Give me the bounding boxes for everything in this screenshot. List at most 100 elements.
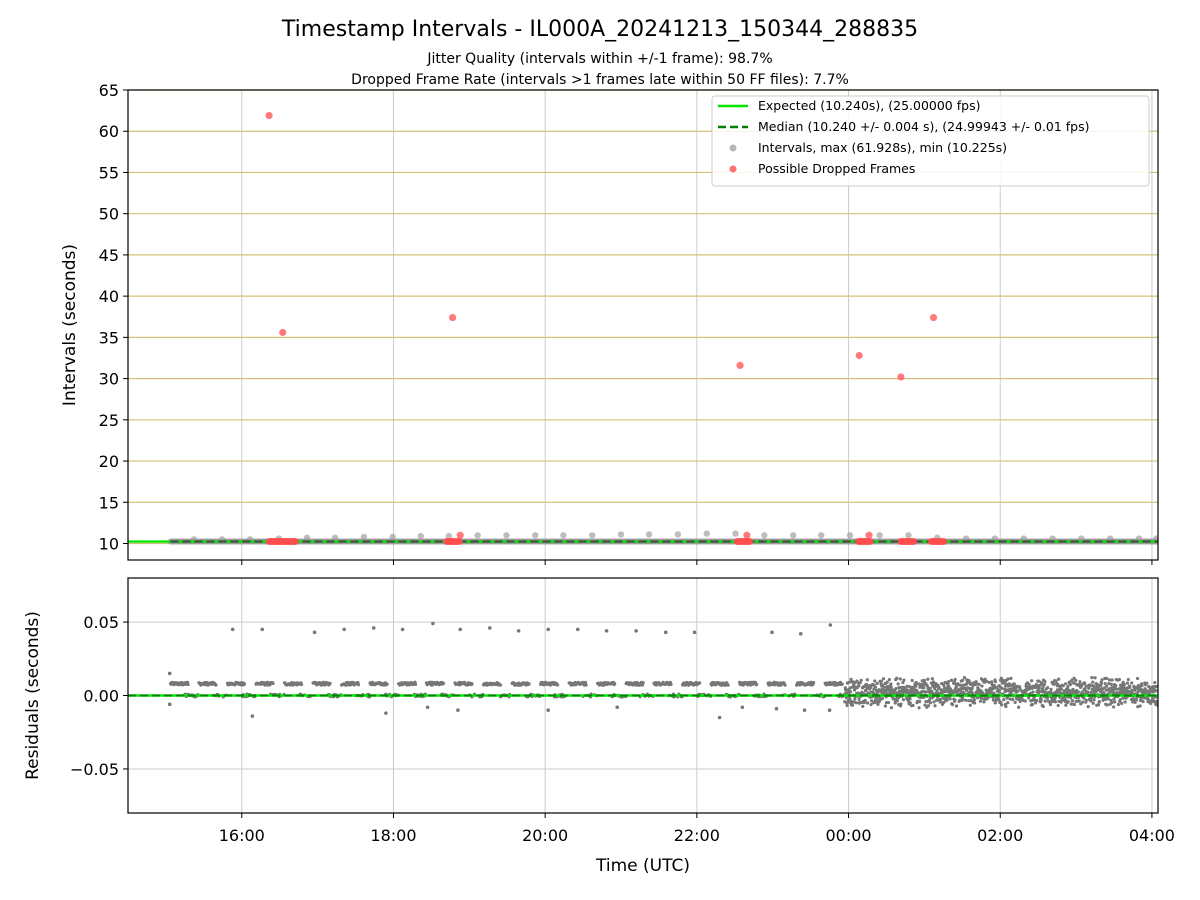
residual-point [1089,699,1093,703]
residual-point [583,680,588,685]
residual-point [932,700,936,704]
residual-point [214,683,218,687]
residual-point [783,683,787,687]
interval-bump-point-16 [645,531,653,538]
residual-point [937,685,941,689]
residual-point [1077,699,1081,703]
residual-point [1064,682,1068,686]
residual-outlier-low-8 [615,705,620,710]
residual-point [992,683,996,688]
residual-point [922,686,926,690]
residual-point [984,679,989,683]
residual-point [926,677,930,681]
residual-outlier-high-9 [487,626,492,630]
residual-point [186,682,190,687]
residual-point [899,702,903,706]
residual-point [1011,697,1015,702]
dropped-cluster-point-5 [940,538,948,545]
residual-point [858,700,862,705]
residual-outlier-high-17 [770,630,774,635]
dropped-frame-point-1 [279,328,287,337]
residual-point [1068,688,1072,693]
legend-box [711,95,1150,187]
residual-point [859,678,863,682]
y-tick-label-top-9: 55 [99,163,119,182]
intervals-plot-area [128,111,1158,545]
residual-point [933,704,937,708]
residual-point [858,681,862,685]
residual-point [905,688,910,692]
residual-point [971,684,975,688]
residual-outlier-high-5 [371,626,376,630]
chart-subtitle-dropped: Dropped Frame Rate (intervals >1 frames … [351,72,849,88]
residual-point [1052,682,1056,686]
residual-point [1012,682,1016,686]
residual-point [875,690,880,694]
interval-bump-point-28 [991,535,999,542]
residual-outlier-high-6 [400,627,405,632]
residual-outlier-high-18 [798,632,803,636]
residual-point [968,703,972,707]
residual-point [1078,680,1082,684]
residual-point [441,681,446,685]
interval-bump-point-20 [761,532,768,539]
residual-point [890,688,894,692]
y-tick-label-top-4: 30 [99,370,119,389]
residual-point [850,700,854,704]
residual-point [1133,700,1137,704]
residual-point [1146,697,1150,701]
residual-point [927,698,932,702]
residual-point [960,683,964,688]
y-tick-label-top-1: 15 [99,493,119,512]
residual-point [1031,690,1035,694]
residual-point [1104,676,1109,680]
residual-point [957,683,962,687]
residual-point [1147,685,1151,689]
residual-point [946,679,951,684]
y-tick-label-top-3: 25 [99,411,119,430]
residual-point [925,684,929,688]
residual-point [975,696,980,700]
residual-point [849,677,853,681]
residual-point [953,677,957,682]
legend-intervals-swatch [729,144,737,152]
residual-point [847,680,852,684]
residual-point [891,697,895,701]
residual-outlier-low-11 [827,708,832,712]
x-tick-label-2: 20:00 [522,826,568,845]
residual-point [1074,678,1078,682]
residual-point [1138,704,1142,708]
legend-dropped-swatch [729,165,737,173]
residual-outlier-low-2 [384,711,388,715]
residual-point [914,684,918,688]
residual-point [1018,685,1022,689]
residual-point [1057,677,1061,681]
residual-point [1000,686,1004,690]
residual-point [999,700,1003,705]
legend-label-0: Expected (10.240s), (25.00000 fps) [758,98,980,113]
y-tick-label-top-7: 45 [99,246,119,265]
residual-point [970,691,975,695]
interval-bump-point-19 [732,530,739,537]
residual-point [328,681,332,685]
residual-point [947,684,951,688]
residual-point [1097,700,1101,704]
residual-point [1112,697,1116,701]
dropped-frame-point-0 [265,111,273,120]
residual-point [1117,687,1121,691]
residual-point [1106,697,1110,701]
residual-point [1110,701,1114,705]
residual-point [527,682,531,686]
residual-point [1134,698,1139,702]
residuals-panel: 0.05 0.00 −0.05 16:00 18:00 20:00 22:00 00:00 02… [23,577,1175,876]
interval-bump-point-33 [1135,535,1143,542]
residual-point [1123,700,1127,704]
residual-point [1030,679,1034,683]
residual-point [893,689,897,693]
residual-point [945,698,949,702]
residual-point [385,682,389,686]
residual-point [1082,696,1086,700]
residual-point [1038,689,1042,693]
residual-point [1091,680,1095,684]
residual-outlier-high-14 [634,629,638,633]
